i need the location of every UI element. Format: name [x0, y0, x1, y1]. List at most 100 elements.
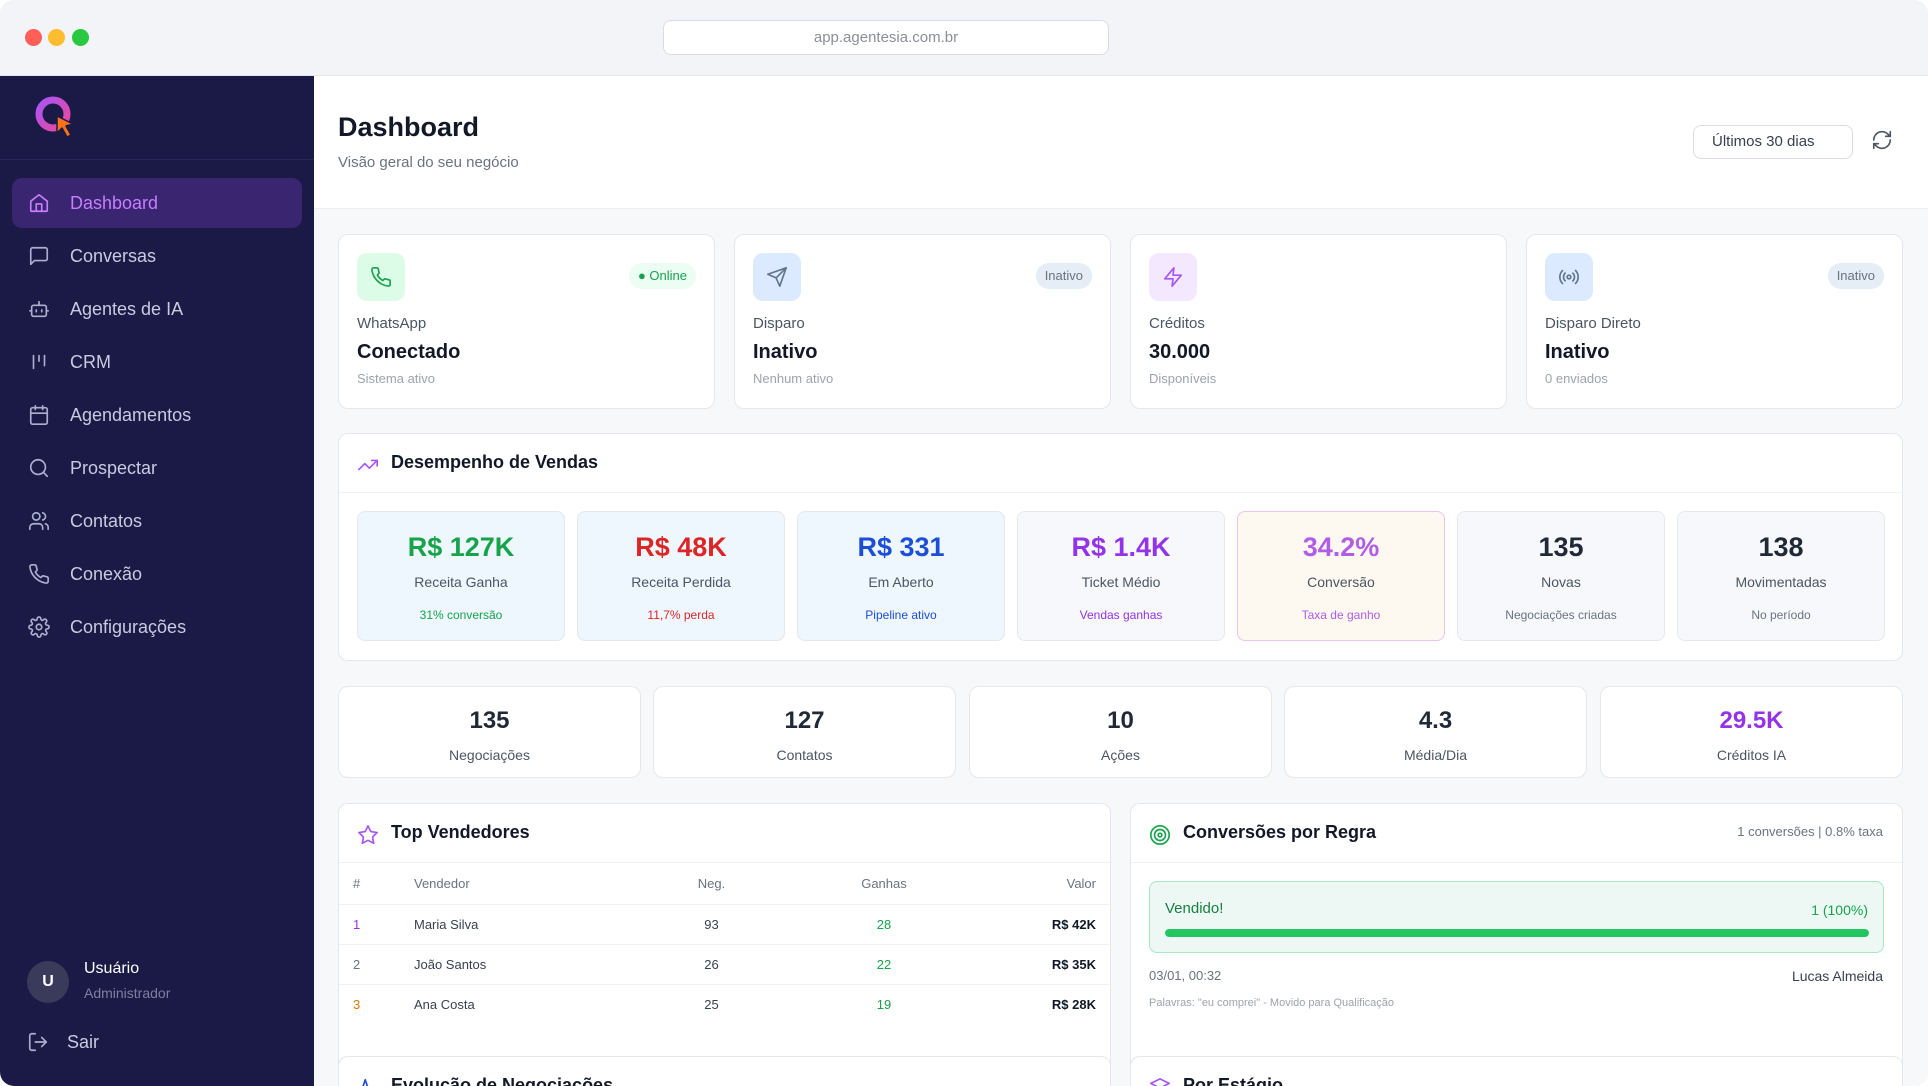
neg-cell: 26	[639, 943, 784, 984]
sidebar-item-conversas[interactable]: Conversas	[12, 231, 302, 281]
value-cell: R$ 42K	[984, 903, 1109, 944]
conversion-user: Lucas Almeida	[1791, 968, 1883, 984]
metric-receita-perdida[interactable]: R$ 48K Receita Perdida 11,7% perda	[577, 511, 785, 641]
section-title: Por Estágio	[1183, 1075, 1284, 1086]
conversion-rule-card[interactable]: Vendido! 1 (100%)	[1149, 881, 1884, 953]
sidebar-item-prospectar[interactable]: Prospectar	[12, 443, 302, 493]
kpi-value: 10	[1107, 707, 1134, 734]
rule-progress-fill	[1165, 929, 1869, 937]
refresh-button[interactable]	[1871, 129, 1897, 155]
metric-value: R$ 127K	[407, 532, 515, 562]
metric-label: Receita Perdida	[631, 574, 731, 590]
by-stage-panel: Por Estágio	[1130, 1056, 1903, 1086]
column-header: #	[353, 876, 361, 892]
user-name: Usuário	[84, 960, 140, 977]
logout-button[interactable]: Sair	[27, 1031, 99, 1053]
date-range-select[interactable]: Últimos 30 dias	[1693, 125, 1853, 159]
status-card-disparo[interactable]: Inativo Disparo Inativo Nenhum ativo	[734, 234, 1111, 409]
gear-icon	[27, 615, 51, 639]
metric-receita-ganha[interactable]: R$ 127K Receita Ganha 31% conversão	[357, 511, 565, 641]
status-label: Disparo	[753, 315, 805, 332]
metric-em-aberto[interactable]: R$ 331 Em Aberto Pipeline ativo	[797, 511, 1005, 641]
star-icon	[357, 824, 379, 846]
broadcast-icon	[1545, 253, 1593, 301]
divider	[1131, 862, 1902, 863]
sidebar-item-label: Prospectar	[70, 457, 158, 478]
sidebar-item-conexao[interactable]: Conexão	[12, 549, 302, 599]
sidebar-item-contatos[interactable]: Contatos	[12, 496, 302, 546]
sidebar-item-dashboard[interactable]: Dashboard	[12, 178, 302, 228]
metric-value: 34.2%	[1302, 532, 1380, 562]
status-label: Créditos	[1149, 315, 1205, 332]
status-value: Inativo	[1545, 341, 1610, 363]
table-row[interactable]: 2 João Santos 26 22 R$ 35K	[339, 943, 1109, 984]
metric-movimentadas[interactable]: 138 Movimentadas No período	[1677, 511, 1885, 641]
brand-logo[interactable]	[33, 94, 79, 140]
kpi-label: Ações	[1101, 747, 1140, 763]
metric-label: Em Aberto	[868, 574, 934, 590]
metric-conversao[interactable]: 34.2% Conversão Taxa de ganho	[1237, 511, 1445, 641]
metric-ticket-medio[interactable]: R$ 1.4K Ticket Médio Vendas ganhas	[1017, 511, 1225, 641]
sidebar-item-agentes[interactable]: Agentes de IA	[12, 284, 302, 334]
kpi-creditos-ia[interactable]: 29.5K Créditos IA	[1600, 686, 1903, 778]
negotiations-evolution-panel: Evolução de Negociações	[338, 1056, 1111, 1086]
table-row[interactable]: 1 Maria Silva 93 28 R$ 42K	[339, 903, 1109, 944]
rule-progress-bar	[1165, 929, 1869, 937]
sidebar-item-label: Agentes de IA	[70, 298, 184, 319]
sidebar-item-label: Dashboard	[70, 192, 159, 213]
status-card-disparo-direto[interactable]: Inativo Disparo Direto Inativo 0 enviado…	[1526, 234, 1903, 409]
status-note: Nenhum ativo	[753, 371, 834, 386]
close-window-button[interactable]	[25, 29, 42, 46]
sidebar-item-configuracoes[interactable]: Configurações	[12, 602, 302, 652]
maximize-window-button[interactable]	[72, 29, 89, 46]
conversions-meta: 1 conversões | 0.8% taxa	[1737, 824, 1883, 839]
metric-label: Movimentadas	[1735, 574, 1827, 590]
status-value: Inativo	[753, 341, 818, 363]
table-header-row: # Vendedor Neg. Ganhas Valor	[339, 864, 1109, 904]
seller-name-cell: Maria Silva	[414, 903, 639, 944]
status-badge: Inativo	[1827, 263, 1884, 289]
sidebar-item-label: CRM	[70, 351, 111, 372]
sidebar-item-agendamentos[interactable]: Agendamentos	[12, 390, 302, 440]
metric-label: Novas	[1541, 574, 1581, 590]
user-role: Administrador	[84, 985, 171, 1001]
rule-label: Vendido!	[1165, 900, 1224, 917]
sidebar-item-crm[interactable]: CRM	[12, 337, 302, 387]
target-icon	[1149, 824, 1171, 846]
column-header: Neg.	[697, 876, 726, 892]
kpi-contatos[interactable]: 127 Contatos	[653, 686, 956, 778]
address-bar[interactable]: app.agentesia.com.br	[663, 20, 1109, 55]
sales-performance-panel: Desempenho de Vendas R$ 127K Receita Gan…	[338, 433, 1903, 661]
status-card-whatsapp[interactable]: ● Online WhatsApp Conectado Sistema ativ…	[338, 234, 715, 409]
kpi-negociacoes[interactable]: 135 Negociações	[338, 686, 641, 778]
kpi-label: Média/Dia	[1403, 747, 1468, 763]
logout-icon	[28, 1032, 48, 1052]
status-card-creditos[interactable]: Créditos 30.000 Disponíveis	[1130, 234, 1507, 409]
metric-novas[interactable]: 135 Novas Negociações criadas	[1457, 511, 1665, 641]
table-row[interactable]: 3 Ana Costa 25 19 R$ 28K	[339, 983, 1109, 1024]
minimize-window-button[interactable]	[48, 29, 65, 46]
seller-name-cell: Ana Costa	[414, 983, 639, 1024]
kpi-media-dia[interactable]: 4.3 Média/Dia	[1284, 686, 1587, 778]
divider	[339, 862, 1110, 863]
phone-icon	[357, 253, 405, 301]
top-sellers-panel: Top Vendedores # Vendedor Neg. Ganhas Va…	[338, 803, 1111, 1086]
column-header: Valor	[1066, 876, 1096, 892]
bot-icon	[27, 297, 51, 321]
layers-icon	[1149, 1077, 1171, 1086]
metric-note: Taxa de ganho	[1301, 608, 1381, 622]
zap-icon	[1149, 253, 1197, 301]
kpi-label: Contatos	[776, 747, 833, 763]
kpi-acoes[interactable]: 10 Ações	[969, 686, 1272, 778]
sidebar-item-label: Conversas	[70, 245, 157, 266]
page-header: Dashboard Visão geral do seu negócio Últ…	[314, 76, 1928, 209]
user-profile[interactable]: U Usuário Administrador	[27, 958, 287, 1008]
kpi-value: 29.5K	[1719, 707, 1784, 734]
sidebar-item-label: Conexão	[70, 563, 143, 584]
page-title: Dashboard	[338, 112, 480, 142]
users-icon	[27, 509, 51, 533]
column-header: Ganhas	[861, 876, 907, 892]
conversion-words: Palavras: "eu comprei" - Movido para Qua…	[1149, 997, 1395, 1009]
status-note: 0 enviados	[1545, 371, 1608, 386]
